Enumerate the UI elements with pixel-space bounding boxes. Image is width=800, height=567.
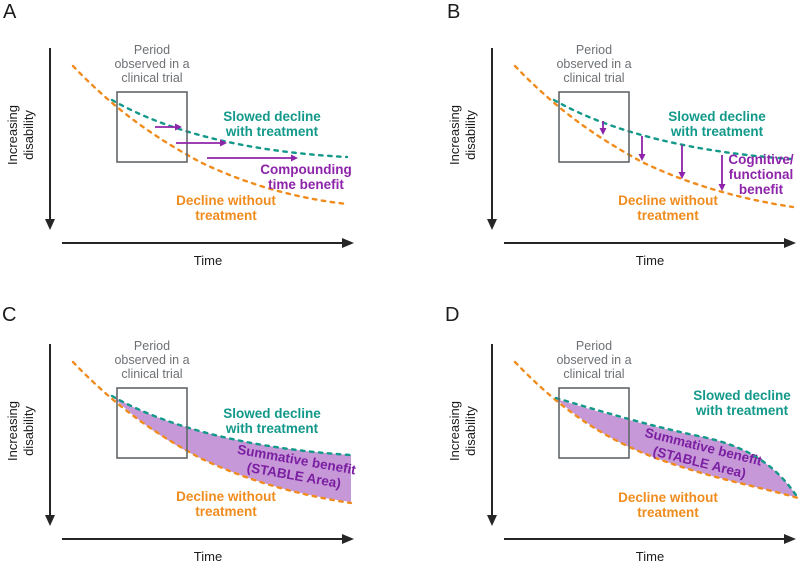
- x-axis-arrowhead-right-icon: [342, 534, 354, 544]
- arrowhead-right-icon: [175, 123, 182, 131]
- y-axis-label-line-2: disability: [21, 110, 36, 160]
- x-axis-label: Time: [636, 253, 664, 268]
- trial-period-box-label-line-1: Period: [576, 43, 612, 57]
- treated-curve-label-line-2: with treatment: [225, 124, 319, 139]
- trial-period-box-label-line-2: observed in a: [114, 57, 189, 71]
- benefit-label-line-2: time benefit: [268, 177, 344, 192]
- treated-curve-label-line-1: Slowed decline: [668, 109, 766, 124]
- x-axis-arrowhead-right-icon: [784, 238, 796, 248]
- arrowhead-down-icon: [638, 154, 646, 161]
- treated-curve-label-line-1: Slowed decline: [223, 109, 321, 124]
- treated-curve-label-line-2: with treatment: [225, 421, 319, 436]
- panel-letter: C: [2, 304, 16, 326]
- untreated-curve-label-line-2: treatment: [195, 504, 257, 519]
- treated-decline-curve: [110, 98, 349, 159]
- x-axis-arrowhead-right-icon: [342, 238, 354, 248]
- benefit-label-line-3: benefit: [739, 182, 784, 197]
- treated-curve-label-line-1: Slowed decline: [693, 388, 791, 403]
- trial-period-box: [116, 91, 188, 163]
- treated-decline-curve: [110, 394, 353, 457]
- y-axis-label-line-2: disability: [463, 406, 478, 456]
- treated-decline-curve: [552, 98, 795, 161]
- x-axis-label: Time: [194, 549, 222, 564]
- trial-period-box-label-line-3: clinical trial: [563, 367, 624, 381]
- y-axis-label-line-1: Increasing: [447, 105, 462, 165]
- trial-period-box-label-line-3: clinical trial: [563, 71, 624, 85]
- trial-period-box-label-line-2: observed in a: [556, 353, 631, 367]
- untreated-decline-curve: [71, 360, 353, 505]
- untreated-decline-curve: [513, 360, 800, 500]
- panel-letter: A: [3, 1, 17, 23]
- benefit-label-line-2: functional: [729, 167, 794, 182]
- trial-period-box-label-line-3: clinical trial: [121, 367, 182, 381]
- y-axis-arrowhead-down-icon: [487, 515, 497, 526]
- treated-curve-label-line-2: with treatment: [670, 124, 764, 139]
- trial-period-box-label-line-3: clinical trial: [121, 71, 182, 85]
- panel-letter: D: [445, 304, 459, 326]
- trial-period-box-label-line-2: observed in a: [556, 57, 631, 71]
- panel-d: D Increasing disability Time Periodobserved …: [445, 304, 800, 564]
- benefit-label-line-1: Compounding: [260, 162, 351, 177]
- untreated-curve-label-line-1: Decline without: [618, 193, 718, 208]
- y-axis-label-line-2: disability: [21, 406, 36, 456]
- trial-period-box-label-line-1: Period: [576, 339, 612, 353]
- trial-period-box-label-line-2: observed in a: [114, 353, 189, 367]
- x-axis-arrowhead-right-icon: [784, 534, 796, 544]
- panel-letter: B: [447, 1, 460, 23]
- panel-c: C Increasing disability Time Periodobserved …: [2, 304, 358, 564]
- x-axis-label: Time: [194, 253, 222, 268]
- arrowhead-down-icon: [599, 128, 607, 135]
- treated-decline-curve: [554, 396, 800, 500]
- y-axis-label-line-1: Increasing: [5, 401, 20, 461]
- treated-curve-label-line-2: with treatment: [695, 403, 789, 418]
- trial-period-box: [558, 387, 630, 459]
- untreated-decline-curve: [513, 64, 795, 209]
- untreated-curve-label-line-2: treatment: [195, 208, 257, 223]
- trial-period-box-label-line-1: Period: [134, 43, 170, 57]
- arrowhead-right-icon: [220, 139, 227, 147]
- trial-period-box-label-line-1: Period: [134, 339, 170, 353]
- y-axis-label-line-1: Increasing: [5, 105, 20, 165]
- arrowhead-down-icon: [718, 184, 726, 191]
- trial-period-box: [116, 387, 188, 459]
- y-axis-arrowhead-down-icon: [487, 219, 497, 230]
- x-axis-label: Time: [636, 549, 664, 564]
- stable-area: [556, 399, 798, 498]
- y-axis-arrowhead-down-icon: [45, 219, 55, 230]
- benefit-label-line-1: Cognitive/: [728, 152, 794, 167]
- benefit-area-label-group: Summative benefit(STABLE Area): [643, 425, 764, 481]
- untreated-decline-curve: [71, 64, 349, 206]
- y-axis-label-line-1: Increasing: [447, 401, 462, 461]
- y-axis-arrowhead-down-icon: [45, 515, 55, 526]
- untreated-curve-label-line-1: Decline without: [618, 490, 718, 505]
- y-axis-label-line-2: disability: [463, 110, 478, 160]
- panel-b: B Increasing disability Time Periodobserved …: [447, 1, 796, 268]
- untreated-curve-label-line-2: treatment: [637, 505, 699, 520]
- panel-a: A Increasing disability Time Periodobserved …: [3, 1, 354, 268]
- arrowhead-right-icon: [291, 154, 298, 162]
- untreated-curve-label-line-2: treatment: [637, 208, 699, 223]
- arrowhead-down-icon: [678, 172, 686, 179]
- trial-period-box: [558, 91, 630, 163]
- treated-curve-label-line-1: Slowed decline: [223, 406, 321, 421]
- untreated-curve-label-line-1: Decline without: [176, 489, 276, 504]
- untreated-curve-label-line-1: Decline without: [176, 193, 276, 208]
